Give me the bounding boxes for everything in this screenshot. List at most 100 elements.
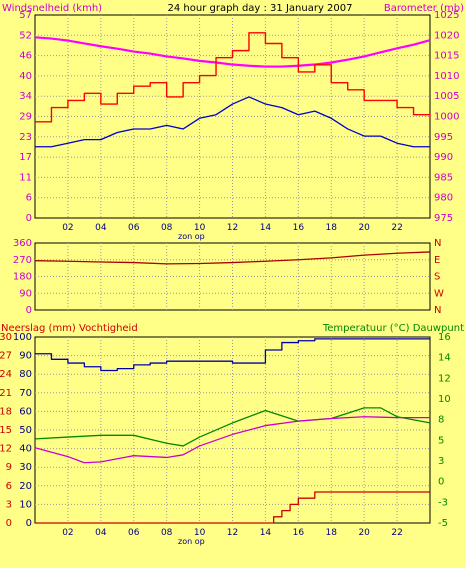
temperature-y-tick-label: -3	[438, 497, 448, 508]
direction-y-tick-label: 90	[19, 288, 32, 299]
temperature-y-tick-label: 16	[438, 332, 451, 343]
humidity-y-tick-label: 0	[26, 518, 32, 529]
wind-x-tick-label: 04	[95, 223, 107, 233]
temp-x-tick-label: 16	[293, 528, 305, 538]
temp-x-tick-label: 10	[194, 528, 206, 538]
temp-x-tick-label: 06	[128, 528, 140, 538]
chart-marks-group: 0611172329344046525797598098599099510001…	[0, 10, 459, 546]
wind-gust-line	[35, 32, 431, 123]
wind-y-tick-label: 52	[19, 30, 32, 41]
barometer-y-tick-label: 1000	[434, 112, 459, 123]
humidity-y-tick-label: 60	[19, 406, 32, 417]
barometer-line	[34, 36, 431, 68]
rain-y-tick-label: 30	[0, 332, 12, 343]
temperature-y-tick-label: 14	[438, 353, 451, 364]
direction-y-tick-label: 180	[13, 272, 32, 283]
wind-x-tick-label: 14	[260, 223, 272, 233]
wind-y-tick-label: 0	[26, 213, 32, 224]
barometer-y-tick-label: 990	[434, 152, 453, 163]
rain-y-tick-label: 0	[6, 518, 12, 529]
wind-x-tick-label: 22	[391, 223, 402, 233]
humidity-y-tick-label: 10	[19, 499, 32, 510]
rain-y-tick-label: 12	[0, 444, 12, 455]
direction-y-tick-label: 360	[13, 238, 32, 249]
humidity-y-tick-label: 30	[19, 462, 32, 473]
temp-x-tick-label: 18	[326, 528, 338, 538]
humidity-y-tick-label: 50	[19, 425, 32, 436]
barometer-y-tick-label: 1005	[434, 91, 459, 102]
compass-y-tick-label: S	[434, 272, 440, 283]
humidity-y-tick-label: 70	[19, 388, 32, 399]
temperature-y-tick-label: 8	[438, 415, 444, 426]
barometer-axis-label: Barometer (mb)	[384, 3, 464, 14]
direction-y-tick-label: 270	[13, 255, 32, 266]
chart-title: 24 hour graph day : 31 January 2007	[168, 3, 353, 14]
wind-x-tick-label: 10	[194, 223, 206, 233]
temperature-y-tick-label: -5	[438, 518, 448, 529]
wind-y-tick-label: 34	[19, 91, 32, 102]
rain-y-tick-label: 21	[0, 388, 12, 399]
barometer-y-tick-label: 985	[434, 172, 453, 183]
direction-y-tick-label: 0	[26, 305, 32, 316]
wind-x-tick-label: 20	[358, 223, 370, 233]
humidity-y-tick-label: 100	[13, 332, 32, 343]
rain-line	[35, 491, 430, 524]
rain-y-tick-label: 15	[0, 425, 12, 436]
compass-y-tick-label: N	[434, 238, 441, 249]
rain-y-tick-label: 9	[6, 462, 12, 473]
humidity-line	[35, 338, 430, 372]
barometer-y-tick-label: 980	[434, 193, 453, 204]
wind-y-tick-label: 29	[19, 112, 32, 123]
temperature-y-tick-label: 0	[438, 477, 444, 488]
temp-x-tick-label: 12	[227, 528, 238, 538]
temp-x-tick-label: 02	[62, 528, 73, 538]
temp-dewpoint-axis-label: Temperatuur (°C) Dauwpunt	[322, 323, 464, 334]
barometer-y-tick-label: 1015	[434, 51, 459, 62]
wind-axis-label: Windsnelheid (kmh)	[2, 3, 102, 14]
temperature-line	[34, 407, 431, 447]
compass-y-tick-label: N	[434, 305, 441, 316]
barometer-y-tick-label: 995	[434, 132, 453, 143]
wind-y-tick-label: 40	[19, 71, 32, 82]
rain-humidity-axis-label: Neerslag (mm) Vochtigheid	[1, 323, 138, 334]
rain-y-tick-label: 18	[0, 406, 12, 417]
wind-y-tick-label: 46	[19, 51, 32, 62]
temperature-y-tick-label: 5	[438, 435, 444, 446]
temperature-y-tick-label: 3	[438, 456, 444, 467]
wind-y-tick-label: 57	[19, 10, 32, 21]
temp-x-tick-label: 04	[95, 528, 107, 538]
wind-x-tick-label: 02	[62, 223, 73, 233]
wind-x-tick-label: 12	[227, 223, 238, 233]
humidity-y-tick-label: 90	[19, 351, 32, 362]
wind-x-tick-label: 08	[161, 223, 173, 233]
dewpoint-line	[34, 416, 430, 464]
barometer-y-tick-label: 975	[434, 213, 453, 224]
sunrise-label: zon op	[178, 232, 205, 241]
wind-direction-line	[34, 251, 431, 265]
temp-x-tick-label: 14	[260, 528, 272, 538]
rain-y-tick-label: 24	[0, 369, 12, 380]
wind-average-line	[35, 96, 430, 148]
temp-x-tick-label: 22	[391, 528, 402, 538]
humidity-y-tick-label: 40	[19, 444, 32, 455]
rain-y-tick-label: 3	[6, 499, 12, 510]
temperature-y-tick-label: 12	[438, 373, 451, 384]
wind-x-tick-label: 16	[293, 223, 305, 233]
humidity-y-tick-label: 80	[19, 369, 32, 380]
sunrise-label: zon op	[178, 537, 205, 546]
barometer-y-tick-label: 1025	[434, 10, 459, 21]
rain-y-tick-label: 27	[0, 351, 12, 362]
temp-x-tick-label: 08	[161, 528, 173, 538]
wind-x-tick-label: 18	[326, 223, 338, 233]
wind-y-tick-label: 6	[26, 193, 32, 204]
barometer-y-tick-label: 1020	[434, 30, 459, 41]
humidity-y-tick-label: 20	[19, 481, 32, 492]
barometer-y-tick-label: 1010	[434, 71, 459, 82]
temp-x-tick-label: 20	[358, 528, 370, 538]
wind-x-tick-label: 06	[128, 223, 140, 233]
wind-y-tick-label: 11	[19, 172, 32, 183]
compass-y-tick-label: W	[434, 288, 444, 299]
wind-y-tick-label: 17	[19, 152, 32, 163]
rain-y-tick-label: 6	[6, 481, 12, 492]
